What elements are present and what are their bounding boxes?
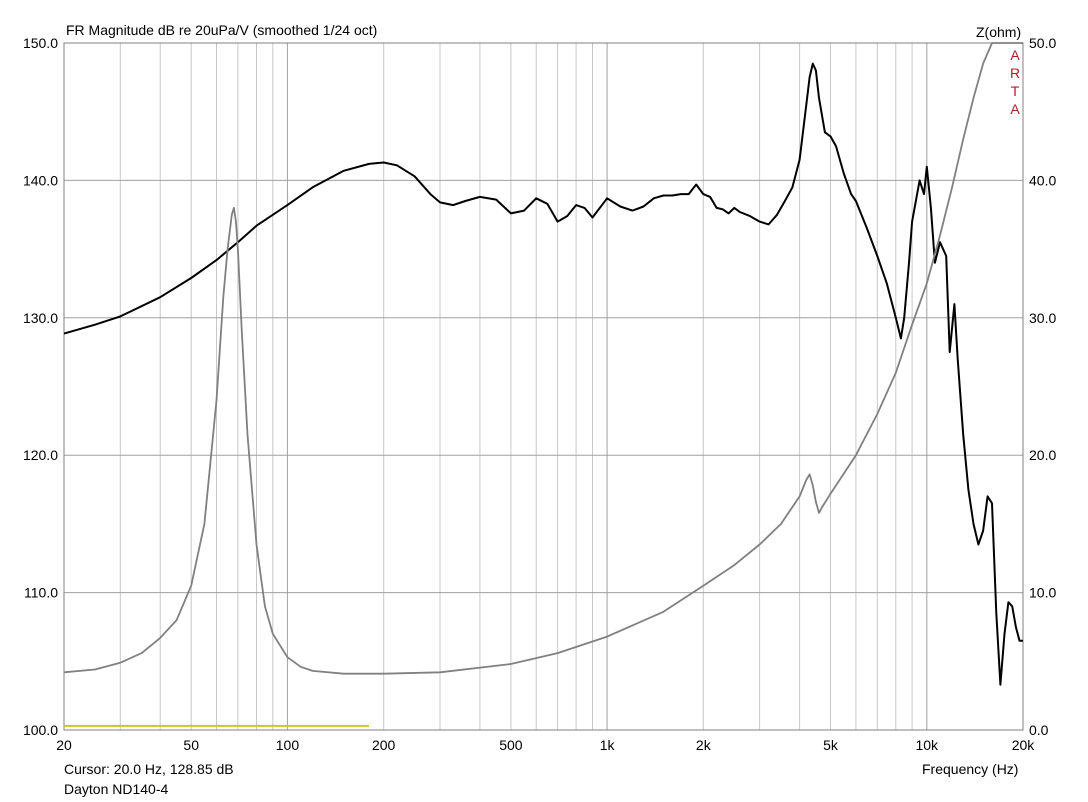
y2-tick-label: 30.0: [1029, 310, 1056, 326]
watermark-letter: A: [1010, 101, 1020, 117]
x-tick-label: 20k: [1012, 737, 1036, 753]
y2-tick-label: 20.0: [1029, 447, 1056, 463]
right-axis-title: Z(ohm): [976, 24, 1022, 40]
frequency_response-line: [63, 62, 1023, 686]
y-tick-label: 150.0: [23, 35, 58, 51]
x-tick-label: 200: [372, 737, 396, 753]
device-name: Dayton ND140-4: [64, 781, 169, 797]
y-tick-label: 100.0: [23, 722, 58, 738]
cursor-readout: Cursor: 20.0 Hz, 128.85 dB: [64, 761, 234, 777]
y2-tick-label: 10.0: [1029, 585, 1056, 601]
y2-tick-label: 40.0: [1029, 172, 1056, 188]
y-tick-label: 110.0: [24, 585, 58, 601]
plot-frame: [63, 42, 1024, 731]
watermark-letter: A: [1010, 47, 1020, 63]
y-tick-label: 120.0: [23, 447, 58, 463]
x-tick-label: 500: [499, 737, 523, 753]
y2-tick-label: 0.0: [1029, 722, 1049, 738]
chart-title: FR Magnitude dB re 20uPa/V (smoothed 1/2…: [66, 22, 378, 38]
y-tick-label: 130.0: [23, 310, 58, 326]
watermark-letter: R: [1009, 65, 1021, 81]
x-tick-label: 20: [56, 737, 72, 753]
x-tick-label: 2k: [696, 737, 712, 753]
y-tick-label: 140.0: [23, 172, 58, 188]
x-tick-label: 1k: [600, 737, 616, 753]
x-tick-label: 50: [183, 737, 199, 753]
x-tick-label: 5k: [823, 737, 839, 753]
x-axis-label: Frequency (Hz): [922, 761, 1019, 777]
watermark-letter: T: [1010, 83, 1020, 99]
impedance-line: [63, 42, 1023, 675]
y2-tick-label: 50.0: [1029, 35, 1056, 51]
x-tick-label: 100: [276, 737, 300, 753]
arta-watermark: A R T A: [1008, 46, 1022, 118]
x-tick-label: 10k: [915, 737, 939, 753]
